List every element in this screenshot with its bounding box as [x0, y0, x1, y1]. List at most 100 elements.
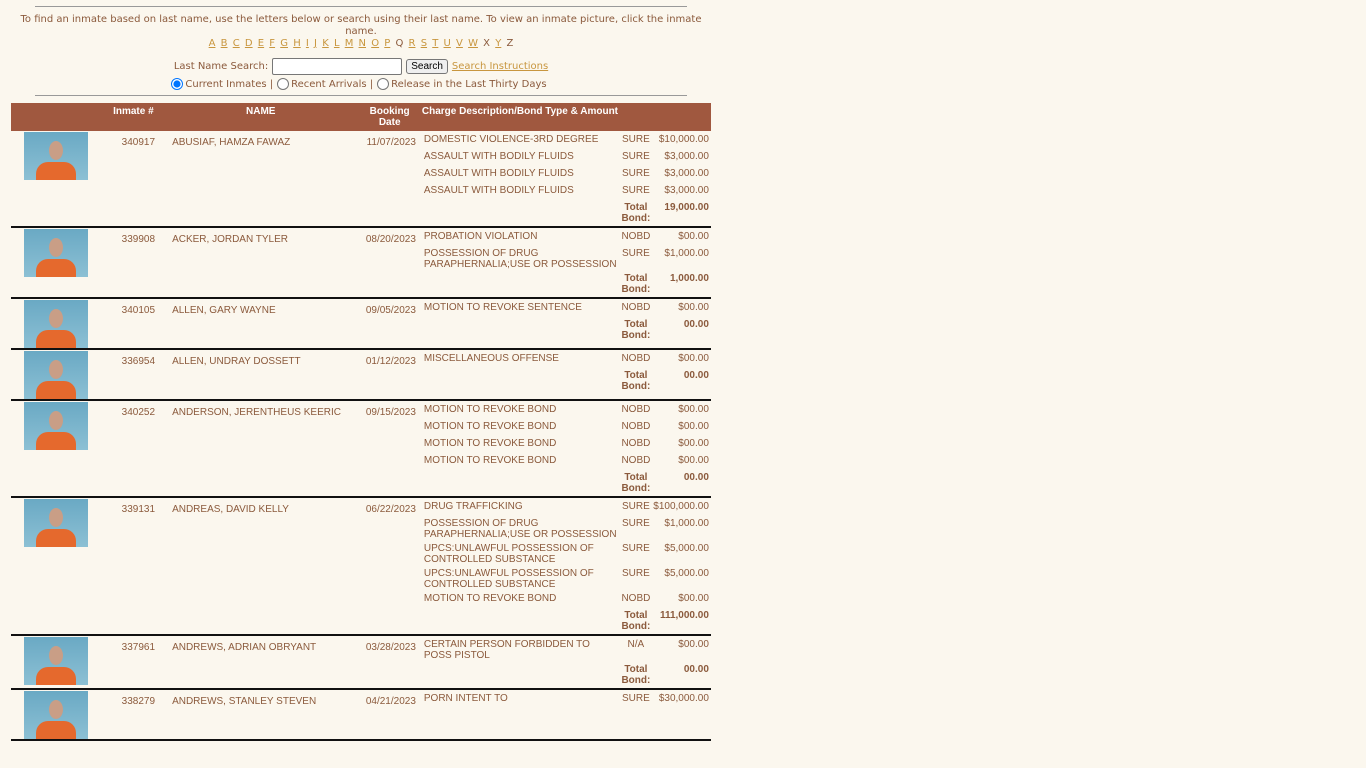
inmate-photo[interactable]: [24, 132, 88, 180]
total-bond-amount: 1,000.00: [669, 273, 709, 284]
inmate-name[interactable]: ALLEN, GARY WAYNE: [162, 298, 360, 350]
letter-t[interactable]: T: [432, 38, 439, 49]
inmate-photo[interactable]: [24, 229, 88, 277]
charges-cell: DRUG TRAFFICKING SURE $100,000.00 POSSESSIO…: [419, 497, 711, 636]
letter-k[interactable]: K: [322, 38, 329, 49]
filter-radio[interactable]: [377, 78, 390, 90]
inmate-photo[interactable]: [24, 402, 88, 450]
divider: [35, 95, 687, 96]
header-2: NAME: [162, 103, 360, 131]
bond-amount: $00.00: [678, 455, 709, 466]
letter-b[interactable]: B: [220, 38, 228, 49]
letter-p[interactable]: P: [384, 38, 391, 49]
spacer: [420, 472, 619, 494]
photo-head: [49, 309, 63, 328]
letter-i[interactable]: I: [305, 38, 309, 49]
charge-line: DOMESTIC VIOLENCE-3RD DEGREE SURE $10,000.…: [420, 131, 711, 148]
search-instructions-link[interactable]: Search Instructions: [451, 61, 549, 72]
filter-label: Recent Arrivals |: [291, 78, 374, 90]
inmate-name[interactable]: ANDREWS, ADRIAN OBRYANT: [162, 635, 360, 690]
total-bond-label: Total Bond:: [621, 370, 651, 392]
charge-line: PORN INTENT TO SURE $30,000.00: [420, 690, 711, 707]
letter-w[interactable]: W: [468, 38, 478, 49]
bond-type: NOBD: [621, 302, 651, 313]
bond-amount: $30,000.00: [658, 693, 709, 704]
letter-r[interactable]: R: [408, 38, 416, 49]
charge-description: PORN INTENT TO: [423, 693, 508, 704]
letter-f[interactable]: F: [269, 38, 276, 49]
letter-g[interactable]: G: [280, 38, 288, 49]
spacer: [420, 664, 619, 686]
letter-s[interactable]: S: [420, 38, 428, 49]
inmate-name[interactable]: ALLEN, UNDRAY DOSSETT: [162, 349, 360, 401]
table-header: Inmate # NAME Booking Date Charge Descripti…: [11, 103, 711, 131]
search-button[interactable]: Search: [406, 59, 448, 74]
letter-e[interactable]: E: [257, 38, 265, 49]
total-bond-label: Total Bond:: [621, 319, 651, 341]
inmate-name[interactable]: ANDREAS, DAVID KELLY: [162, 497, 360, 636]
charge-line: MOTION TO REVOKE BOND NOBD $00.00: [420, 435, 711, 452]
inmate-photo[interactable]: [24, 637, 88, 685]
header-0: [11, 103, 105, 131]
inmate-number: 337961: [104, 635, 163, 690]
total-bond-label: Total Bond:: [621, 202, 651, 224]
photo-shirt: [36, 721, 76, 739]
charges-cell: MISCELLANEOUS OFFENSE NOBD $00.00 Total Bon…: [419, 349, 711, 401]
filter-radio[interactable]: [277, 78, 290, 90]
inmate-name[interactable]: ACKER, JORDAN TYLER: [162, 227, 360, 299]
letter-y[interactable]: Y: [495, 38, 502, 49]
header-4: Charge Description/Bond Type & Amount: [419, 103, 711, 131]
charge-line: UPCS:UNLAWFUL POSSESSION OF CONTROLLED S…: [420, 565, 711, 590]
inmate-name[interactable]: ABUSIAF, HAMZA FAWAZ: [162, 131, 360, 228]
photo-shirt: [36, 432, 76, 450]
inmate-name[interactable]: ANDREWS, STANLEY STEVEN: [162, 689, 360, 741]
charge-line: PROBATION VIOLATION NOBD $00.00: [420, 228, 711, 245]
letter-j[interactable]: J: [314, 38, 317, 49]
bond-type: N/A: [627, 639, 645, 650]
inmate-number: 340252: [104, 400, 163, 498]
total-bond-amount: 00.00: [683, 319, 709, 330]
charge-description: ASSAULT WITH BODILY FLUIDS: [423, 168, 574, 179]
booking-date: 09/15/2023: [359, 400, 420, 498]
charge-line: DRUG TRAFFICKING SURE $100,000.00: [420, 498, 711, 515]
booking-date: 08/20/2023: [359, 227, 420, 299]
charge-line: UPCS:UNLAWFUL POSSESSION OF CONTROLLED S…: [420, 540, 711, 565]
alphabet-nav: A B C D E F G H I J K L M N O P Q R S T …: [11, 38, 711, 50]
filter-radio[interactable]: [171, 78, 184, 90]
letter-h[interactable]: H: [293, 38, 301, 49]
letter-o[interactable]: O: [371, 38, 380, 49]
photo-head: [49, 141, 63, 160]
bond-type: SURE: [621, 501, 650, 512]
photo-head: [49, 360, 63, 379]
bond-amount: $1,000.00: [664, 248, 709, 259]
bond-amount: $00.00: [678, 593, 709, 604]
inmate-photo[interactable]: [24, 499, 88, 547]
inmate-photo[interactable]: [24, 351, 88, 399]
bond-type: SURE: [621, 185, 650, 196]
inmate-name[interactable]: ANDERSON, JERENTHEUS KEERIC: [162, 400, 360, 498]
bond-type: SURE: [621, 693, 650, 704]
inmate-photo[interactable]: [24, 300, 88, 348]
charge-description: ASSAULT WITH BODILY FLUIDS: [423, 185, 574, 196]
charge-description: MOTION TO REVOKE SENTENCE: [423, 302, 582, 313]
search-label: Last Name Search:: [173, 61, 269, 72]
bond-type: NOBD: [621, 231, 651, 242]
letter-u[interactable]: U: [443, 38, 451, 49]
letter-m[interactable]: M: [344, 38, 354, 49]
photo-cell: [11, 131, 105, 228]
letter-l[interactable]: L: [333, 38, 340, 49]
letter-c[interactable]: C: [232, 38, 240, 49]
total-bond: Total Bond: 00.00: [420, 367, 711, 394]
letter-n[interactable]: N: [358, 38, 367, 49]
bond-amount: $5,000.00: [664, 543, 709, 554]
photo-cell: [11, 689, 105, 741]
bond-amount: $00.00: [678, 404, 709, 415]
letter-a[interactable]: A: [208, 38, 216, 49]
filter-label: Release in the Last Thirty Days: [391, 78, 547, 90]
bond-type: SURE: [621, 518, 650, 529]
letter-v[interactable]: V: [456, 38, 463, 49]
inmate-photo[interactable]: [24, 691, 88, 739]
photo-shirt: [36, 162, 76, 180]
letter-d[interactable]: D: [244, 38, 253, 49]
last-name-search-input[interactable]: [272, 58, 403, 75]
